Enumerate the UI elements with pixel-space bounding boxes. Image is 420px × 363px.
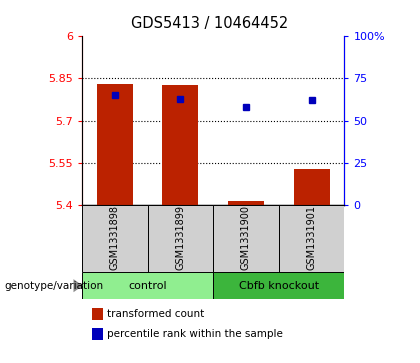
- Text: control: control: [128, 281, 167, 291]
- Bar: [147, 205, 213, 272]
- Text: genotype/variation: genotype/variation: [4, 281, 103, 291]
- Text: GSM1331899: GSM1331899: [175, 205, 185, 270]
- Text: percentile rank within the sample: percentile rank within the sample: [107, 329, 283, 339]
- Text: transformed count: transformed count: [107, 309, 205, 319]
- Bar: [294, 168, 330, 205]
- Bar: [279, 205, 344, 272]
- Text: GSM1331898: GSM1331898: [110, 205, 120, 270]
- Text: Cbfb knockout: Cbfb knockout: [239, 281, 319, 291]
- Bar: [213, 272, 344, 299]
- Bar: [228, 201, 264, 205]
- Text: GSM1331900: GSM1331900: [241, 205, 251, 270]
- Text: GSM1331901: GSM1331901: [307, 205, 317, 270]
- Bar: [213, 205, 279, 272]
- Bar: [82, 205, 147, 272]
- Bar: [97, 83, 133, 205]
- Text: GDS5413 / 10464452: GDS5413 / 10464452: [131, 16, 289, 31]
- Bar: [162, 85, 198, 205]
- Bar: [82, 272, 213, 299]
